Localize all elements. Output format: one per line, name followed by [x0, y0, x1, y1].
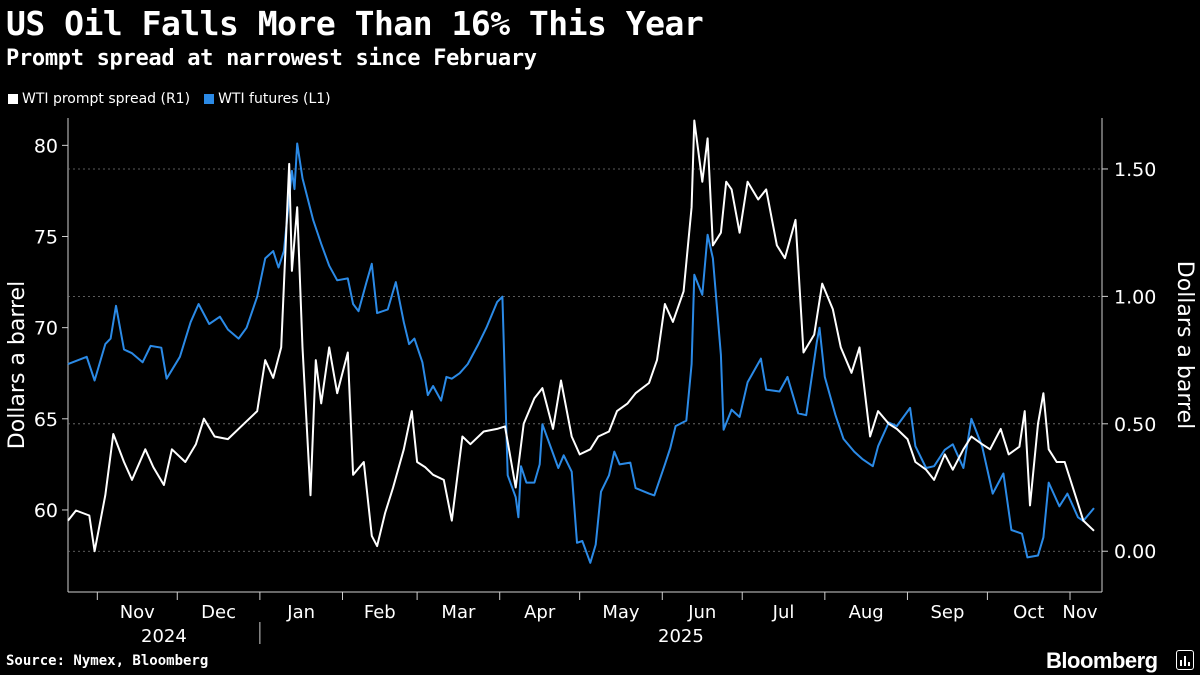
series-line-prompt-spread: [67, 119, 1095, 553]
month-label: Oct: [1013, 602, 1044, 623]
month-label: Feb: [364, 602, 396, 623]
left-axis-title: Dollars a barrel: [5, 281, 30, 449]
legend-item-futures: WTI futures (L1): [204, 91, 331, 107]
month-label: Mar: [441, 602, 476, 623]
left-tick-label: 70: [34, 318, 58, 340]
month-label: Apr: [524, 602, 556, 623]
month-label: Nov: [120, 602, 155, 623]
right-tick-label: 1.00: [1114, 286, 1156, 308]
legend-swatch-futures: [204, 94, 215, 104]
left-tick-label: 75: [34, 227, 58, 249]
month-label: Nov: [1062, 602, 1097, 623]
year-label: 2025: [658, 626, 704, 647]
chart-title: US Oil Falls More Than 16% This Year: [6, 4, 704, 43]
left-tick-label: 65: [34, 409, 58, 431]
legend-item-spread: WTI prompt spread (R1): [8, 91, 190, 107]
month-label: Jul: [772, 602, 795, 623]
month-label: Jan: [286, 602, 315, 623]
year-label: 2024: [141, 626, 187, 647]
right-tick-label: 0.50: [1114, 414, 1156, 436]
source-note: Source: Nymex, Bloomberg: [6, 653, 209, 669]
legend-swatch-spread: [8, 94, 18, 104]
left-tick-label: 80: [34, 135, 58, 157]
chart-legend: WTI prompt spread (R1) WTI futures (L1): [8, 91, 331, 107]
legend-label-spread: WTI prompt spread (R1): [22, 91, 191, 107]
legend-label-futures: WTI futures (L1): [218, 91, 331, 107]
brand-logo-text: Bloomberg: [1046, 648, 1158, 673]
chart-subtitle: Prompt spread at narrowest since Februar…: [6, 46, 537, 71]
left-tick-label: 60: [34, 500, 58, 522]
month-label: May: [602, 602, 640, 623]
bloomberg-logo-icon: [1176, 650, 1194, 670]
month-label: Jun: [687, 602, 716, 623]
right-tick-label: 1.50: [1114, 159, 1156, 181]
month-label: Aug: [849, 602, 884, 623]
month-label: Dec: [201, 602, 236, 623]
right-axis-title: Dollars a barrel: [1172, 261, 1197, 429]
series-line-wti-futures: [67, 142, 1095, 564]
month-label: Sep: [930, 602, 964, 623]
right-tick-label: 0.00: [1114, 541, 1156, 563]
